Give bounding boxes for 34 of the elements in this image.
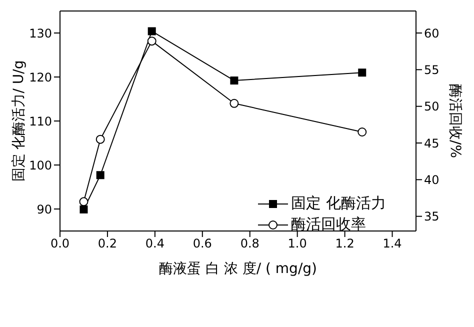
point [96, 134, 105, 144]
y2-tick-label: 35 [424, 210, 440, 224]
x-tick-label: 1.4 [382, 236, 402, 251]
y2-tick-label: 50 [424, 100, 440, 114]
x-tick-label: 0.0 [50, 236, 70, 251]
point [358, 68, 366, 77]
x-tick-label: 0.6 [192, 236, 212, 251]
y2-axis-title: 酶活回收/% [447, 84, 464, 158]
y2-tick-label: 45 [424, 136, 440, 150]
point [80, 205, 88, 214]
x-tick-label: 0.8 [240, 236, 260, 251]
point [96, 171, 104, 180]
y-tick-label: 90 [36, 202, 52, 216]
x-tick-label: 1.2 [335, 236, 354, 251]
y2-tick-label: 60 [424, 26, 440, 40]
point [148, 27, 156, 36]
point [147, 36, 156, 46]
x-axis-title: 酶液蛋 白 浓 度/ ( mg/g) [158, 261, 318, 277]
x-tick-label: 0.2 [98, 236, 118, 251]
y-tick-label: 120 [29, 70, 52, 84]
legend-label: 固定 化酶活力 [291, 194, 386, 213]
point [79, 197, 88, 206]
x-tick-label: 0.4 [145, 236, 164, 251]
x-tick-label: 1.0 [288, 236, 307, 251]
y-axis-title: 固定 化酶活力/ U/g [10, 60, 27, 182]
y-tick-label: 100 [29, 158, 52, 172]
point [230, 98, 239, 108]
y-tick-label: 110 [29, 114, 52, 128]
point [358, 128, 367, 136]
y-tick-label: 130 [29, 26, 52, 40]
point [230, 76, 238, 85]
y2-tick-label: 40 [424, 172, 440, 187]
legend-label: 酶活回收率 [291, 215, 366, 234]
y2-tick-label: 55 [424, 62, 440, 77]
